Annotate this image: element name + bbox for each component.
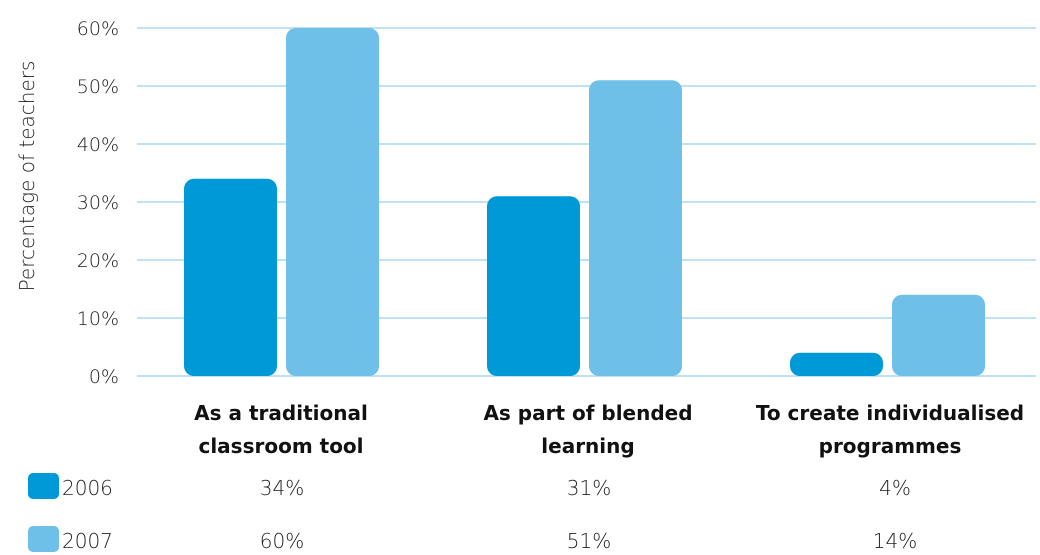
category-label: classroom tool: [198, 434, 363, 458]
legend-label: 2007: [62, 529, 113, 553]
table-value: 34%: [260, 476, 304, 500]
y-tick-label: 20%: [77, 250, 119, 272]
bar-2007-3: [892, 294, 985, 376]
bar-2006-3: [790, 352, 883, 376]
bar-2006-1: [184, 178, 277, 376]
y-tick-label: 40%: [77, 134, 119, 156]
y-tick-label: 60%: [77, 18, 119, 40]
table-value: 14%: [873, 529, 917, 553]
category-label: To create individualised: [756, 401, 1024, 425]
category-label: As part of blended: [483, 401, 692, 425]
bars: [184, 28, 985, 376]
table-value: 51%: [567, 529, 611, 553]
category-label: learning: [541, 434, 634, 458]
y-tick-label: 50%: [77, 76, 119, 98]
bar-2007-2: [589, 80, 682, 376]
data-table: 2006 34% 31% 4% 2007 60% 51% 14%: [28, 473, 917, 553]
category-label: As a traditional: [194, 401, 368, 425]
y-tick-label: 0%: [89, 366, 119, 388]
category-label: programmes: [819, 434, 962, 458]
bar-2006-2: [487, 196, 580, 376]
table-value: 31%: [567, 476, 611, 500]
y-axis-label: Percentage of teachers: [15, 61, 39, 292]
legend-swatch-2006: [28, 473, 59, 499]
table-value: 60%: [260, 529, 304, 553]
y-tick-label: 10%: [77, 308, 119, 330]
legend-label: 2006: [62, 476, 113, 500]
table-value: 4%: [879, 476, 911, 500]
category-labels: As a traditional classroom tool As part of…: [194, 401, 1024, 458]
y-tick-label: 30%: [77, 192, 119, 214]
y-tick-labels: 0% 10% 20% 30% 40% 50% 60%: [77, 18, 119, 388]
legend-swatch-2007: [28, 526, 59, 552]
bar-2007-1: [286, 28, 379, 376]
